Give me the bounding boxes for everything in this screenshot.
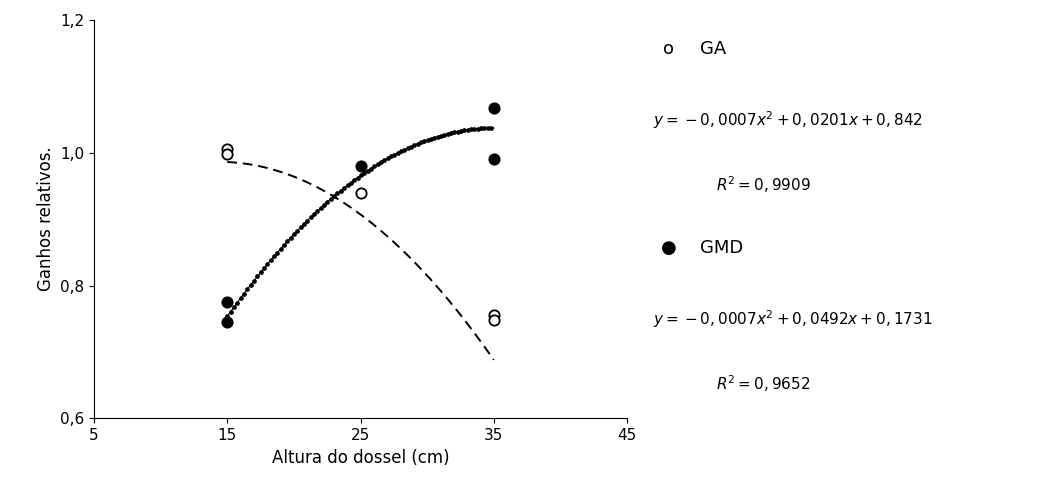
Text: o: o xyxy=(664,40,674,58)
Point xyxy=(485,104,503,112)
Text: $y = -0,0007x^{2} + 0,0201x + 0,842$: $y = -0,0007x^{2} + 0,0201x + 0,842$ xyxy=(653,110,923,131)
Text: GA: GA xyxy=(700,40,726,58)
Point xyxy=(219,145,236,153)
Point xyxy=(219,298,236,306)
Point xyxy=(219,150,236,158)
Point xyxy=(219,318,236,326)
Point xyxy=(485,316,503,324)
Point xyxy=(485,155,503,163)
Y-axis label: Ganhos relativos.: Ganhos relativos. xyxy=(37,147,54,291)
Point xyxy=(485,311,503,319)
Text: ●: ● xyxy=(660,239,677,257)
Text: $y = -0,0007x^{2} + 0,0492x + 0,1731$: $y = -0,0007x^{2} + 0,0492x + 0,1731$ xyxy=(653,309,933,331)
Text: GMD: GMD xyxy=(700,239,743,257)
Point xyxy=(352,162,369,170)
Text: $R^{2} = 0,9652$: $R^{2} = 0,9652$ xyxy=(716,374,810,394)
X-axis label: Altura do dossel (cm): Altura do dossel (cm) xyxy=(272,449,449,467)
Point xyxy=(352,189,369,197)
Text: $R^{2} = 0,9909$: $R^{2} = 0,9909$ xyxy=(716,174,811,195)
